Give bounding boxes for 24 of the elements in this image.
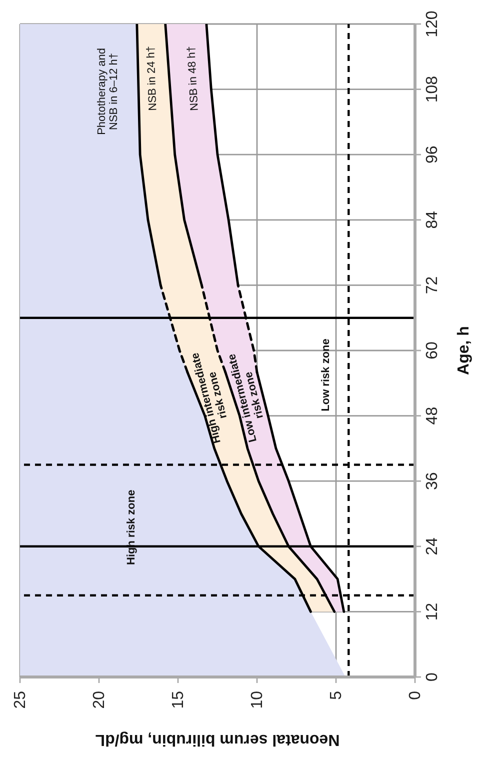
x-axis-title: Neonatal serum bilirubin, mg/dL	[95, 731, 340, 748]
x-tick-label: 15	[170, 690, 187, 709]
x-tick-label: 20	[91, 690, 108, 709]
y-tick-label: 0	[424, 672, 441, 682]
y-tick-label: 120	[424, 10, 441, 38]
y-tick-label: 12	[424, 602, 441, 621]
y-tick-label: 36	[424, 472, 441, 490]
y-tick-label: 84	[424, 210, 441, 229]
x-tick-label: 25	[12, 690, 29, 709]
x-tick-label: 0	[407, 690, 424, 700]
y-tick-label: 48	[424, 406, 441, 425]
y-tick-label: 60	[424, 342, 441, 360]
y-tick-label: 72	[424, 276, 441, 294]
x-tick-label: 10	[249, 690, 266, 709]
y-tick-label: 96	[424, 146, 441, 164]
y-tick-label: 24	[424, 537, 441, 556]
x-tick-label: 5	[328, 690, 345, 700]
annotation: Low risk zone	[320, 338, 332, 412]
annotation: NSB in 24 h†	[145, 46, 160, 111]
y-tick-label: 108	[424, 76, 441, 103]
annotation: Phototherapy and NSB in 6–12 h†	[96, 48, 120, 135]
y-axis-title: Age, h	[456, 326, 473, 375]
annotation: NSB in 48 h†	[186, 46, 201, 112]
annotation: High risk zone	[126, 490, 138, 565]
